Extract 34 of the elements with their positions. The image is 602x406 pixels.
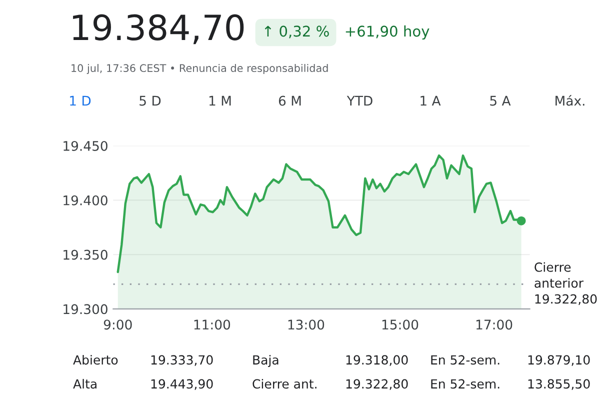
- text: 13.855,50: [528, 379, 590, 390]
- text: ↑ 0,32 %: [264, 26, 329, 38]
- text: Abierto: [73, 354, 118, 365]
- y-tick-label: 19.300: [64, 304, 108, 314]
- chart-title: 19.384,70: [73, 14, 244, 44]
- text: 19.879,10: [528, 355, 590, 366]
- text: 19.318,00: [346, 355, 408, 366]
- text: 1 D: [70, 96, 91, 106]
- ref-line-label: Cierre anterior 19.322,80: [534, 262, 597, 305]
- x-tick-label: 15:00: [382, 320, 418, 330]
- text: En 52-sem.: [431, 355, 500, 365]
- x-tick-label: 9:00: [104, 320, 132, 330]
- x-tick-label: 13:00: [288, 320, 324, 330]
- y-tick-label: 19.350: [64, 250, 108, 260]
- text: 6 M: [278, 96, 301, 106]
- text: 19.333,70: [151, 355, 213, 366]
- text: 10 jul, 17:36 CEST • Renuncia de responsabilidad: [72, 64, 328, 74]
- text: Máx.: [556, 94, 584, 106]
- text: 1 A: [420, 96, 441, 106]
- text: Cierre ant.: [252, 378, 316, 389]
- y-tick-label: 19.400: [64, 195, 108, 206]
- text: +61,90 hoy: [346, 25, 430, 40]
- text: 5 A: [490, 96, 511, 106]
- text: YTD: [346, 96, 372, 106]
- y-tick-label: 19.450: [64, 140, 108, 151]
- text: Alta: [73, 378, 96, 389]
- text: En 52-sem.: [431, 379, 500, 389]
- x-tick-label: 17:00: [476, 320, 512, 330]
- text: 19.322,80: [346, 379, 408, 390]
- text: 1 M: [209, 96, 231, 106]
- text: 19.443,90: [151, 379, 213, 390]
- text: 5 D: [140, 96, 161, 106]
- text: Baja: [253, 354, 278, 368]
- x-tick-label: 11:00: [194, 320, 230, 330]
